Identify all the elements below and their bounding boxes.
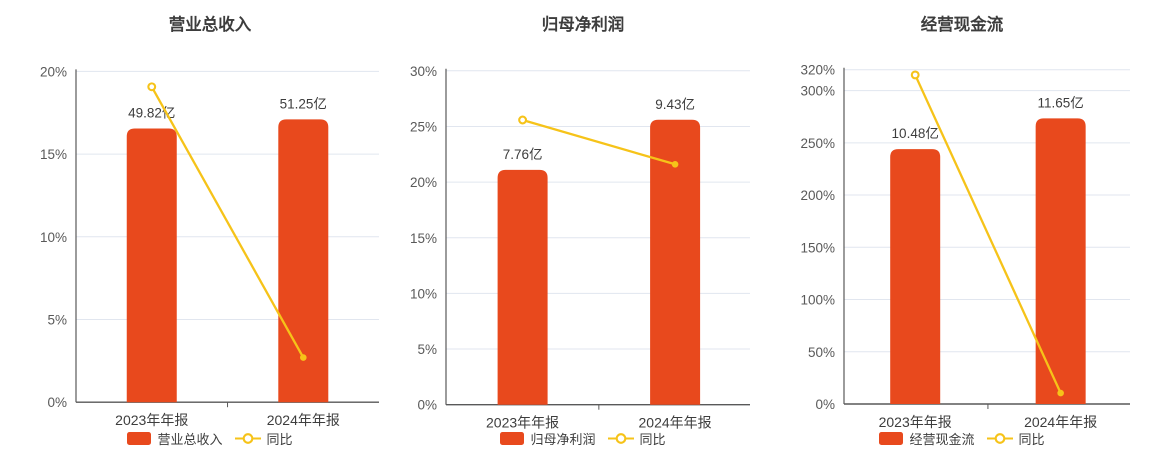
svg-text:5%: 5% — [47, 313, 67, 328]
svg-text:30%: 30% — [410, 64, 437, 79]
svg-text:200%: 200% — [800, 188, 835, 203]
svg-text:2024年年报: 2024年年报 — [1024, 414, 1097, 430]
svg-text:0%: 0% — [47, 395, 67, 410]
svg-text:250%: 250% — [800, 136, 835, 151]
svg-text:20%: 20% — [40, 64, 67, 79]
svg-text:7.76亿: 7.76亿 — [503, 147, 543, 162]
svg-text:51.25亿: 51.25亿 — [280, 96, 327, 111]
svg-text:25%: 25% — [410, 119, 437, 134]
svg-text:10%: 10% — [410, 286, 437, 301]
svg-text:5%: 5% — [417, 342, 437, 357]
svg-text:11.65亿: 11.65亿 — [1038, 95, 1084, 110]
svg-text:320%: 320% — [800, 63, 835, 78]
svg-text:9.43亿: 9.43亿 — [655, 97, 695, 112]
svg-text:15%: 15% — [410, 231, 437, 246]
svg-text:2023年年报: 2023年年报 — [115, 412, 188, 428]
svg-text:150%: 150% — [800, 240, 835, 255]
svg-text:20%: 20% — [410, 175, 437, 190]
svg-text:300%: 300% — [800, 84, 835, 99]
svg-text:50%: 50% — [808, 345, 835, 360]
svg-text:10%: 10% — [40, 230, 67, 245]
svg-text:100%: 100% — [800, 293, 835, 308]
svg-text:0%: 0% — [417, 398, 437, 413]
svg-text:0%: 0% — [815, 397, 835, 412]
svg-text:10.48亿: 10.48亿 — [892, 126, 939, 141]
svg-text:2023年年报: 2023年年报 — [879, 414, 952, 430]
svg-text:15%: 15% — [40, 147, 67, 162]
svg-text:2024年年报: 2024年年报 — [267, 412, 340, 428]
